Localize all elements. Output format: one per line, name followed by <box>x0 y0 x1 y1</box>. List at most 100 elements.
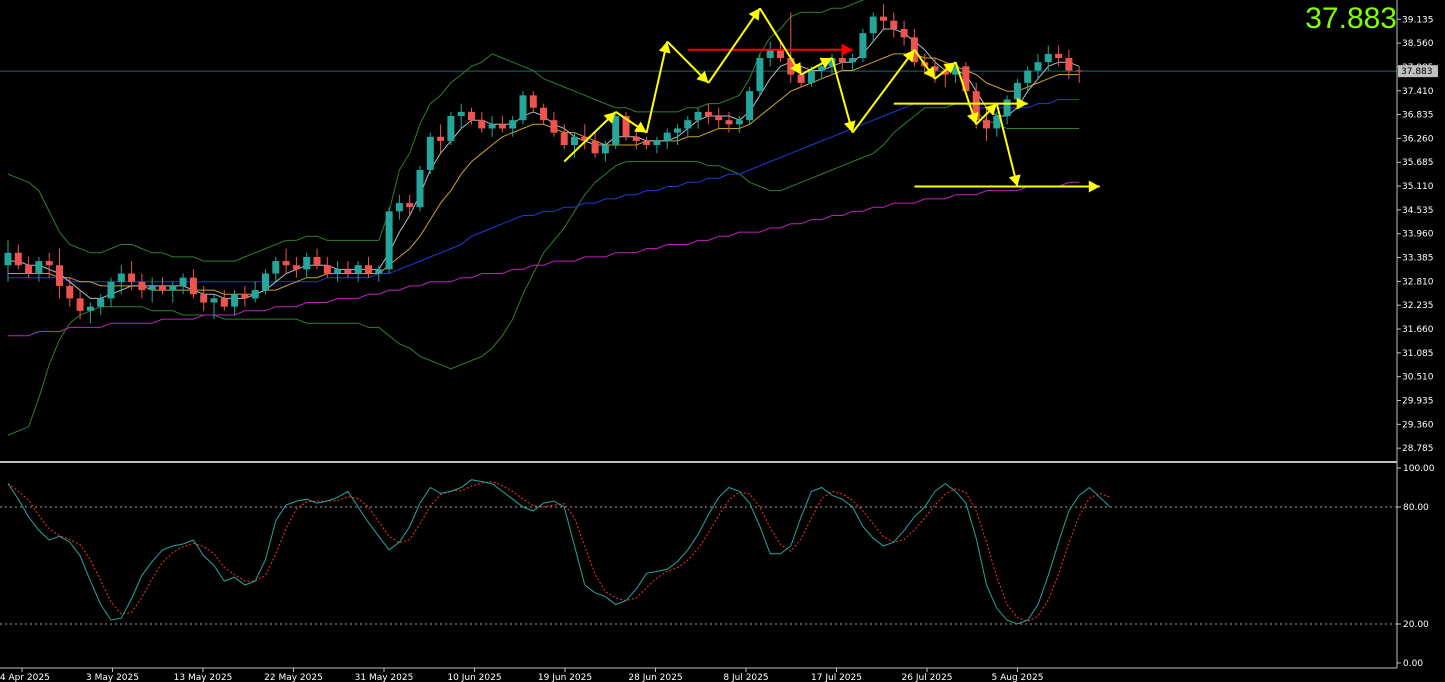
zigzag-arrow-head <box>1008 174 1021 187</box>
candle-body <box>354 265 362 274</box>
time-tick-label: 8 Jul 2025 <box>723 673 768 682</box>
resistance-arrow-head <box>841 43 853 56</box>
candle-body <box>674 128 681 133</box>
zigzag-arrow <box>707 7 761 84</box>
ma-slow-line <box>8 99 1080 283</box>
candle-body <box>622 116 630 137</box>
indicator-tick-label: 0.00 <box>1403 659 1423 669</box>
price-tick-label: 33.385 <box>1402 254 1434 264</box>
time-tick-label: 31 May 2025 <box>355 673 414 682</box>
price-axis: 39.13538.56037.98537.41036.83536.26035.6… <box>1397 15 1438 454</box>
candle-body <box>859 33 867 59</box>
candle-body <box>45 261 53 266</box>
target-level-arrow-head <box>1016 97 1028 110</box>
candle-body <box>292 265 300 270</box>
candle-body <box>231 294 239 307</box>
candle-body <box>509 120 517 129</box>
time-tick-label: 3 May 2025 <box>86 673 139 682</box>
candle-body <box>200 294 208 303</box>
candle-body <box>179 277 187 286</box>
candle-body <box>663 132 671 141</box>
candle-body <box>1024 70 1032 83</box>
candle-body <box>653 140 661 146</box>
candle-body <box>1044 53 1052 63</box>
zigzag-arrow <box>759 7 802 76</box>
current-price-display: 37.883 <box>1305 2 1397 35</box>
price-tick-label: 35.685 <box>1402 158 1434 168</box>
candle-body <box>746 91 754 121</box>
candle-body <box>365 265 372 274</box>
candle-body <box>849 58 857 63</box>
price-tick-label: 32.235 <box>1402 301 1434 311</box>
candle-body <box>828 58 836 67</box>
candle-body <box>540 107 548 121</box>
price-tick-label: 37.410 <box>1402 87 1434 97</box>
time-tick-label: 28 Jun 2025 <box>628 673 682 682</box>
candle-body <box>416 169 424 208</box>
candle-body <box>529 95 537 108</box>
candle-body <box>869 16 877 34</box>
price-tick-label: 29.360 <box>1402 420 1434 430</box>
bollinger-upper-line <box>7 0 865 262</box>
candle-body <box>612 116 620 146</box>
indicator-tick-label: 100.00 <box>1403 464 1435 474</box>
zigzag-arrow-head <box>943 62 956 74</box>
candle-body <box>4 252 12 266</box>
indicator-tick-label: 20.00 <box>1403 620 1429 630</box>
price-tick-label: 34.535 <box>1402 206 1434 216</box>
candle-body <box>406 203 414 208</box>
candle-body <box>56 265 63 286</box>
candle-body <box>890 20 898 30</box>
zigzag-arrow-head <box>819 57 832 69</box>
candle-body <box>148 285 156 291</box>
candle-body <box>220 298 228 307</box>
zigzag-arrow <box>995 103 1019 187</box>
candle-body <box>303 256 311 270</box>
candle-body <box>313 256 321 266</box>
zigzag-arrow-head <box>923 66 935 79</box>
candle-body <box>169 285 177 291</box>
candle-body <box>375 269 383 274</box>
indicator-tick-label: 80.00 <box>1403 503 1429 513</box>
candle-body <box>632 136 640 141</box>
candle-body <box>550 120 558 133</box>
candle-body <box>66 285 74 299</box>
candle-body <box>437 136 445 141</box>
candle-body <box>395 203 403 212</box>
zigzag-arrow <box>645 41 669 133</box>
price-tick-label: 36.260 <box>1402 134 1434 144</box>
candle-body <box>426 136 434 170</box>
candle-body <box>138 281 146 291</box>
candle-body <box>715 116 723 121</box>
price-tick-label: 35.110 <box>1402 182 1434 192</box>
price-tick-label: 32.810 <box>1402 277 1434 287</box>
time-tick-label: 22 May 2025 <box>264 673 323 682</box>
ma-fast-line <box>8 28 1080 299</box>
zigzag-arrow-head <box>634 121 647 133</box>
candle-body <box>972 91 980 121</box>
candle-body <box>777 49 784 59</box>
candle-body <box>766 49 774 59</box>
candle-body <box>704 111 712 117</box>
zigzag-arrow-head <box>603 111 616 124</box>
price-tick-label: 31.660 <box>1402 325 1434 335</box>
candle-body <box>76 298 84 311</box>
time-tick-label: 10 Jun 2025 <box>447 673 501 682</box>
candle-body <box>488 124 496 129</box>
candle-body <box>571 136 578 146</box>
candle-body <box>941 70 949 75</box>
zigzag-arrow-head <box>790 62 802 75</box>
candle-body <box>1034 62 1042 71</box>
candle-body <box>97 298 105 307</box>
candle-body <box>900 29 908 38</box>
candle-body <box>128 273 136 282</box>
candle-body <box>262 273 269 291</box>
stochastic-signal-line <box>7 481 1111 622</box>
zigzag-arrow-head <box>696 70 709 83</box>
candle-body <box>983 120 990 129</box>
candle-body <box>643 140 651 146</box>
zigzag-arrow-head <box>903 49 915 63</box>
current-price-label-box <box>1398 65 1438 78</box>
candle-body <box>601 145 609 154</box>
